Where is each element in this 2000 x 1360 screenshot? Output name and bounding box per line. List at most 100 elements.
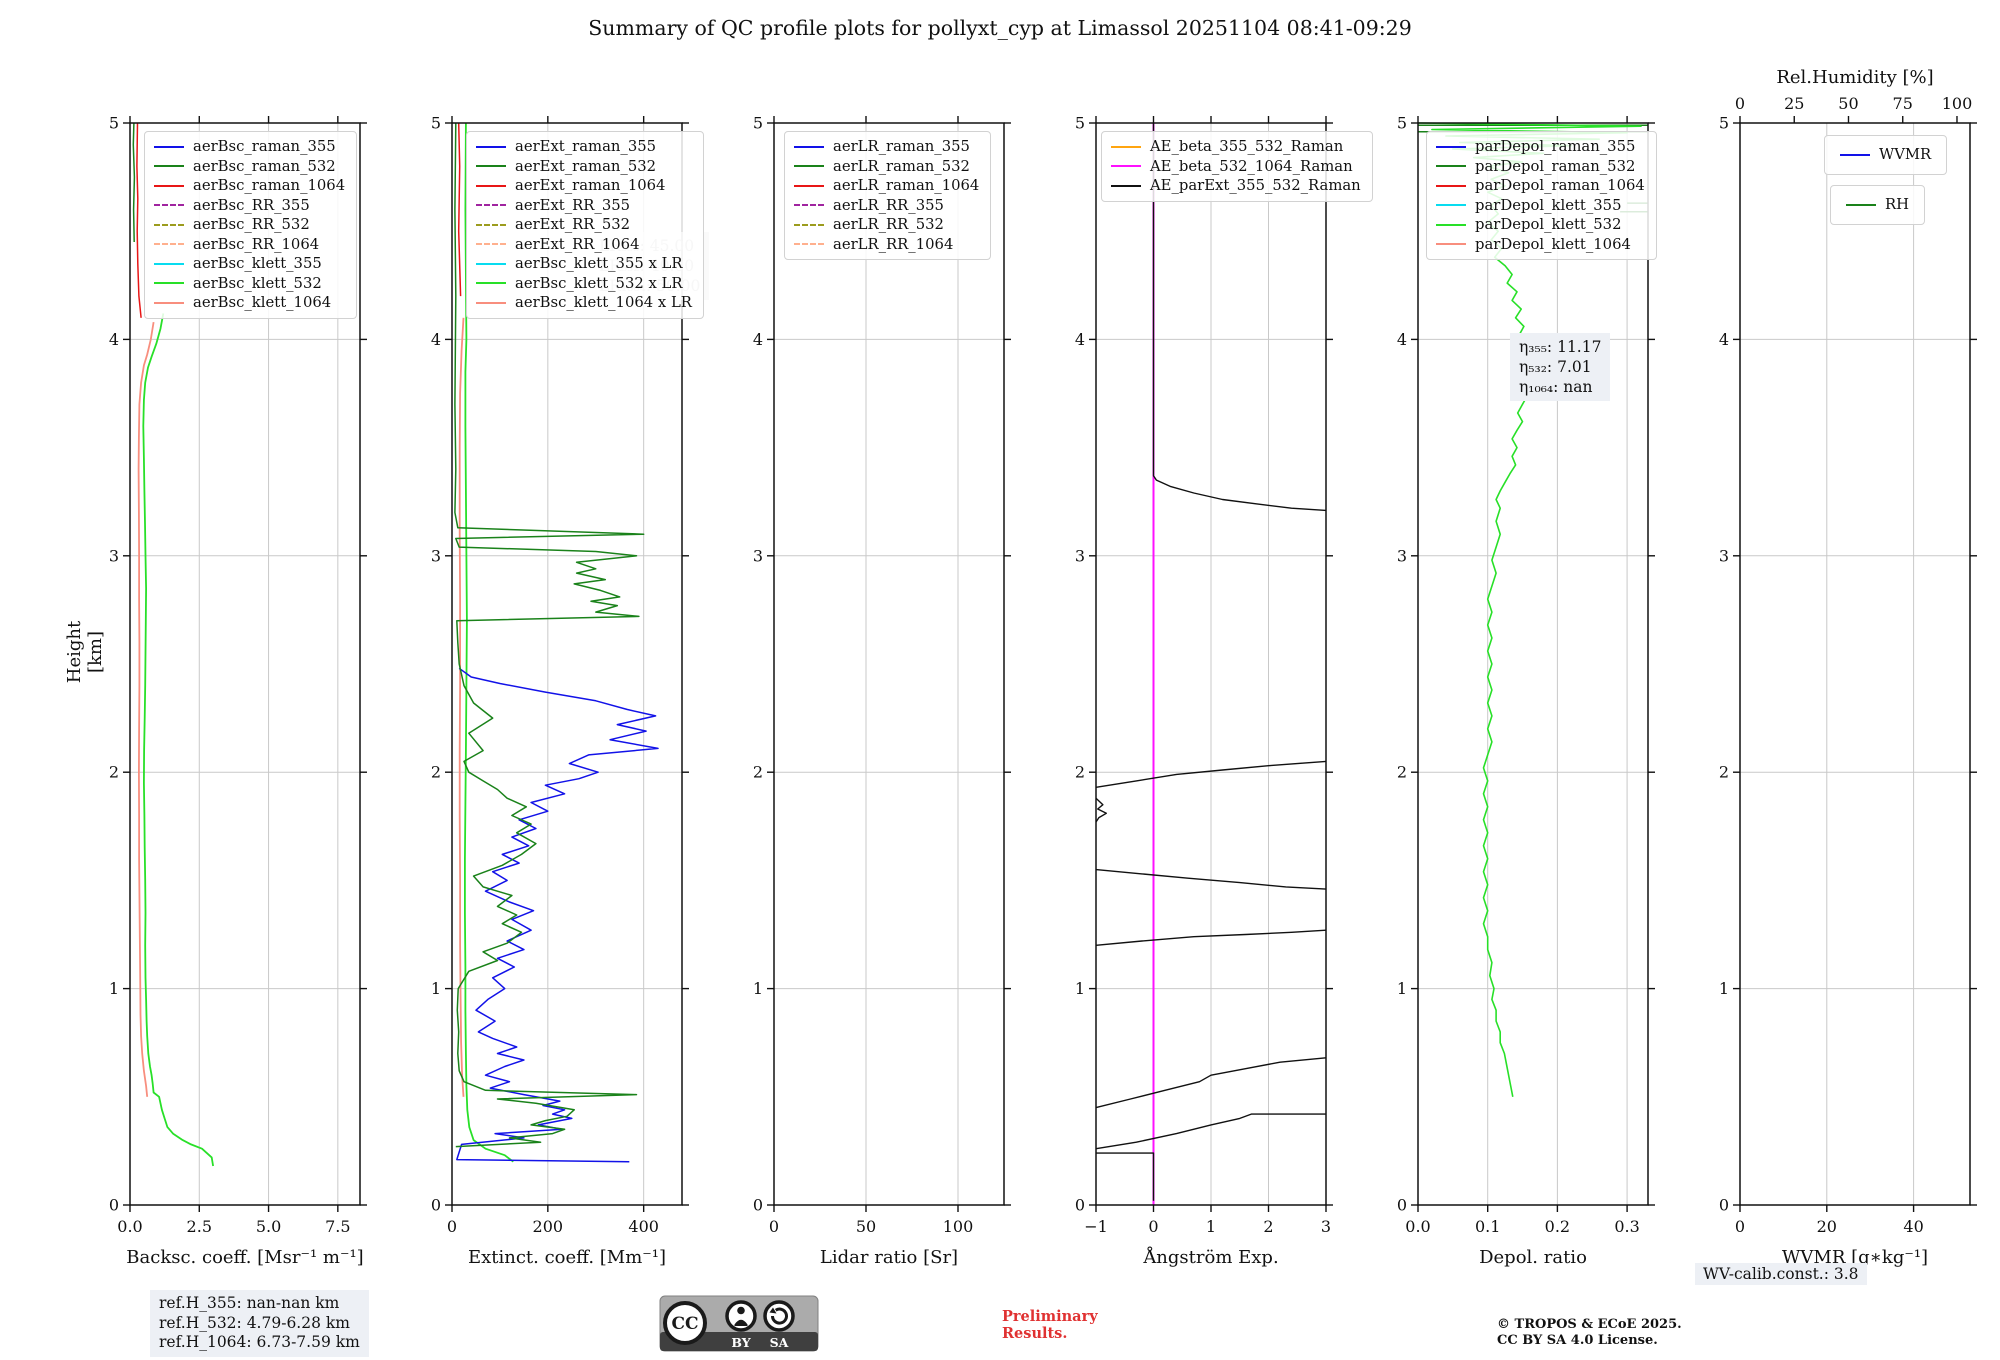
legend-entry: parDepol_raman_355 [1436, 137, 1645, 157]
svg-text:0.1: 0.1 [1475, 1217, 1500, 1236]
legend-entry: aerBsc_klett_1064 [154, 293, 345, 313]
legend-entry: aerBsc_RR_532 [154, 215, 345, 235]
legend-entry: parDepol_raman_532 [1436, 157, 1645, 177]
svg-text:1: 1 [1206, 1217, 1216, 1236]
legend-entry: parDepol_raman_1064 [1436, 176, 1645, 196]
attribution-person-icon [725, 1300, 757, 1332]
refh-1064: ref.H_1064: 6.73-7.59 km [159, 1333, 360, 1351]
xlabel-backscatter: Backsc. coeff. [Msr⁻¹ m⁻¹] [126, 1247, 363, 1268]
legend-label: aerBsc_raman_1064 [193, 177, 346, 195]
legend-label: aerExt_raman_355 [515, 138, 657, 156]
arrow-head [769, 1307, 777, 1314]
svg-text:5: 5 [109, 114, 119, 133]
xlabel-wvmr: WVMR [g∗kg⁻¹] [1782, 1247, 1928, 1268]
legend-label: aerExt_RR_355 [515, 196, 631, 214]
legend-label: aerBsc_RR_355 [193, 196, 310, 214]
legend-label: aerExt_raman_532 [515, 157, 657, 175]
series-aerExt_raman_1064 [457, 122, 462, 297]
tick-labels: 0 1 2 3 4 5 0.0 2.5 5.0 7.5 [109, 114, 351, 1237]
share-alike-arrow-icon [763, 1300, 795, 1332]
copyright-note: © TROPOS & ECoE 2025. CC BY SA 4.0 Licen… [1497, 1317, 1682, 1349]
svg-text:75: 75 [1893, 94, 1913, 113]
grid [1418, 123, 1648, 1205]
svg-text:50: 50 [1838, 94, 1858, 113]
panel-border [1739, 122, 1971, 1206]
svg-text:−1: −1 [1084, 1217, 1108, 1236]
svg-text:4: 4 [1397, 330, 1407, 349]
legend-label: aerBsc_klett_355 [193, 255, 322, 273]
legend-entry: RH [1846, 195, 1909, 215]
legend-line-sample [154, 165, 184, 168]
legend-label: aerLR_RR_1064 [833, 235, 954, 253]
legend-label: aerLR_raman_532 [833, 157, 970, 175]
series-aerExt_raman_355 [456, 667, 659, 1163]
legend-line-sample [476, 223, 506, 226]
legend-label: parDepol_klett_532 [1475, 216, 1622, 234]
legend-line-sample [154, 301, 184, 304]
legend-entry: aerBsc_RR_355 [154, 196, 345, 216]
cc-by-sa-badge: CC BY SA [659, 1295, 819, 1352]
svg-text:3: 3 [1397, 546, 1407, 565]
svg-text:1: 1 [1397, 979, 1407, 998]
svg-text:4: 4 [753, 330, 763, 349]
svg-text:3: 3 [1719, 546, 1729, 565]
svg-text:1: 1 [431, 979, 441, 998]
legend-entry: aerBsc_raman_1064 [154, 176, 345, 196]
svg-text:25: 25 [1784, 94, 1804, 113]
svg-text:3: 3 [1321, 1217, 1331, 1236]
preliminary-results-note: Preliminary Results. [1002, 1308, 1098, 1342]
depol-calibration-annotation: η₃₅₅: 11.17 η₅₃₂: 7.01 η₁₀₆₄: nan [1510, 333, 1611, 401]
wv-calibration-annotation: WV-calib.const.: 3.8 [1695, 1263, 1867, 1285]
legend-label: parDepol_raman_532 [1475, 157, 1636, 175]
legend-line-sample [794, 184, 824, 187]
legend-entry: aerBsc_RR_1064 [154, 235, 345, 255]
legend-line-sample [476, 165, 506, 168]
legend-line-sample [154, 262, 184, 265]
panel-border [451, 122, 683, 1206]
legend-label: aerBsc_klett_1064 x LR [515, 294, 692, 312]
top-axis-label: Rel.Humidity [%] [1776, 67, 1933, 88]
legend-label: parDepol_klett_1064 [1475, 235, 1631, 253]
svg-text:3: 3 [753, 546, 763, 565]
svg-text:1: 1 [1719, 979, 1729, 998]
legend-label: aerBsc_RR_1064 [193, 235, 320, 253]
preliminary-line-1: Preliminary [1002, 1308, 1098, 1325]
series-aerBsc_raman_532 [132, 122, 136, 243]
series-parDepol_klett_532 [1417, 122, 1642, 1097]
ticks [1089, 116, 1333, 1212]
legend-line-sample [154, 243, 184, 246]
eta-1064-value: η₁₀₆₄: nan [1519, 378, 1593, 396]
legend-label: aerBsc_klett_355 x LR [515, 255, 683, 273]
series-AE_parExt_355_532_Raman [1095, 123, 1327, 1201]
svg-text:50: 50 [856, 1217, 876, 1236]
preliminary-line-2: Results. [1002, 1325, 1068, 1342]
legend-entry: aerBsc_klett_532 [154, 274, 345, 294]
legend-line-sample [476, 262, 506, 265]
legend-entry: aerBsc_klett_532 x LR [476, 274, 692, 294]
legend-entry: aerBsc_klett_1064 x LR [476, 293, 692, 313]
svg-text:2: 2 [1075, 763, 1085, 782]
svg-text:5: 5 [1397, 114, 1407, 133]
legend-line-sample [1436, 243, 1466, 246]
legend-entry: WVMR [1840, 145, 1931, 165]
svg-text:0.0: 0.0 [1405, 1217, 1430, 1236]
svg-text:0: 0 [753, 1196, 763, 1215]
cc-text: CC [671, 1314, 698, 1334]
legend-wvmr-1: RH [1830, 185, 1926, 225]
series-aerBsc_raman_1064 [136, 122, 142, 318]
cc-circle-icon [663, 1301, 707, 1345]
svg-text:2: 2 [431, 763, 441, 782]
svg-text:4: 4 [1719, 330, 1729, 349]
legend-extinction: aerExt_raman_355 aerExt_raman_532 aerExt_r… [466, 131, 704, 319]
svg-text:2: 2 [1263, 1217, 1273, 1236]
legend-line-sample [476, 184, 506, 187]
legend-line-sample [794, 223, 824, 226]
panel-border [1417, 122, 1649, 1206]
legend-label: AE_beta_355_532_Raman [1150, 138, 1344, 156]
legend-entry: AE_beta_355_532_Raman [1111, 137, 1361, 157]
grid [774, 123, 1004, 1205]
eta-355-value: η₃₅₅: 11.17 [1519, 338, 1602, 356]
legend-entry: aerExt_RR_532 [476, 215, 692, 235]
svg-text:0: 0 [1719, 1196, 1729, 1215]
